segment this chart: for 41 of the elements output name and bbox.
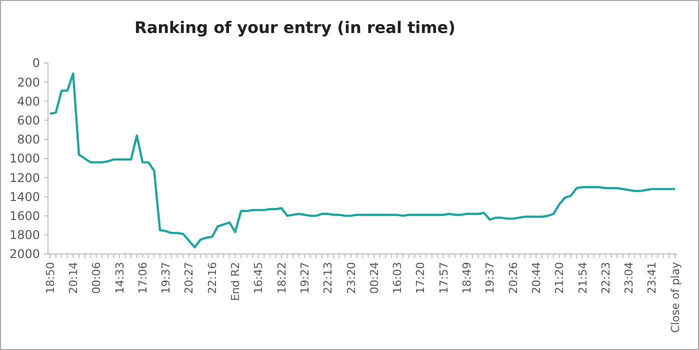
x-tick-label: 22:23 [599,262,612,294]
x-tick-label: 19:27 [298,262,312,294]
x-tick-label: 23:20 [344,262,358,294]
y-tick-label: 2000 [9,247,40,262]
x-tick-label: 14:33 [113,262,126,294]
x-tick-label: 17:57 [437,262,450,294]
x-tick-label: 19:37 [160,262,173,294]
x-tick-label: 18:22 [275,262,288,294]
line-series [48,72,676,248]
y-tick-label: 200 [17,75,40,90]
x-tick-label: 16:45 [252,262,266,294]
x-tick-label: 23:41 [646,262,659,294]
x-tick-label: 17:06 [136,262,150,294]
y-tick-label: 400 [17,94,40,108]
y-tick-label: 1200 [9,170,40,185]
x-tick-label: Close of play [668,262,682,333]
y-tick-label: 800 [17,132,40,147]
x-tick-label: 21:54 [576,262,590,294]
x-tick-label: 20:27 [182,262,196,294]
x-tick-label: 22:13 [322,262,335,294]
y-tick-label: 1400 [9,190,40,204]
x-tick-label: 23:04 [622,262,636,294]
x-tick-label: 20:14 [67,262,80,294]
y-tick-label: 0 [32,56,40,70]
x-tick-label: 18:49 [460,262,474,294]
y-tick-label: 600 [17,114,40,128]
x-tick-label: 00:06 [90,262,104,294]
x-tick-label: 16:03 [391,262,404,294]
y-tick-label: 1800 [9,228,40,242]
x-tick-label: 20:26 [506,262,520,294]
x-tick-label: 22:16 [206,262,219,294]
x-tick-label: 21:20 [553,262,566,294]
y-tick-label: 1600 [9,209,40,223]
x-tick-label: 17:20 [414,262,428,294]
y-tick-label: 1000 [9,152,40,166]
x-tick-label: 00:24 [368,262,381,294]
chart-title: Ranking of your entry (in real time) [134,18,456,37]
x-tick-label: 19:37 [484,262,497,294]
x-tick-label: End R2 [229,262,242,302]
x-tick-label: 20:44 [530,262,543,294]
x-tick-label: 18:50 [44,262,57,294]
